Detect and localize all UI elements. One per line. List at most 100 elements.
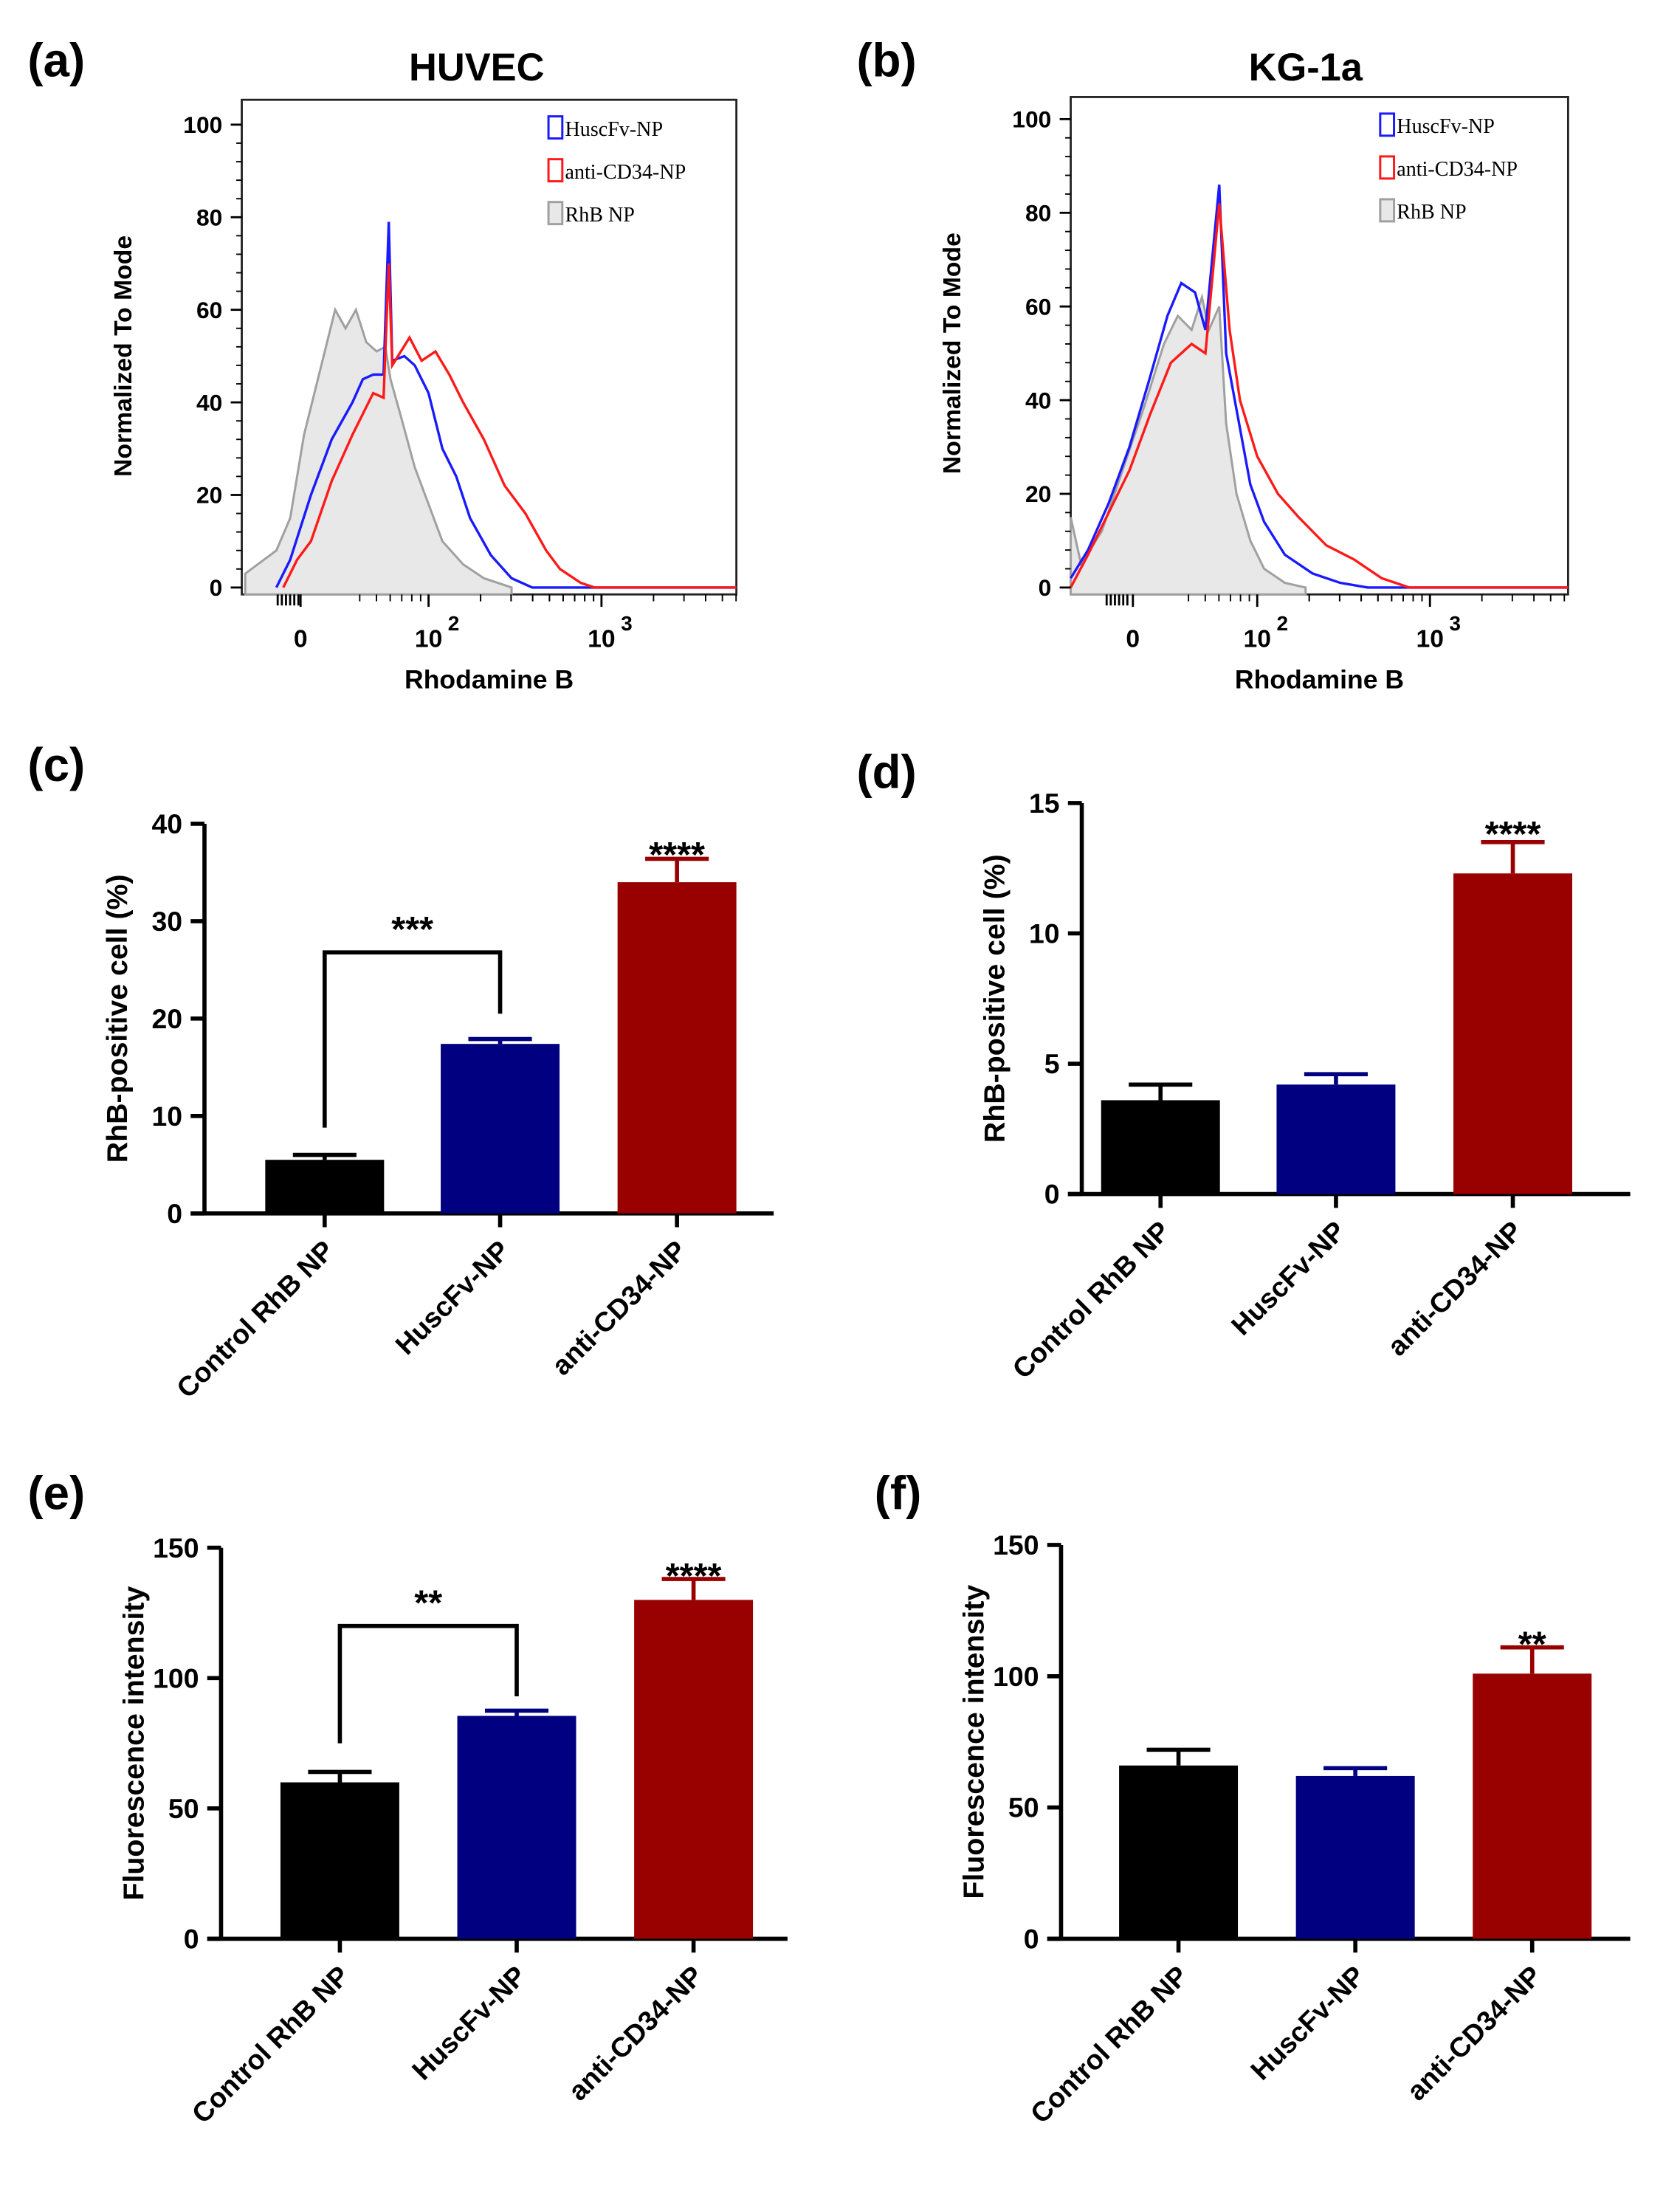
legend-label: HuscFv-NP bbox=[1397, 115, 1495, 138]
x-tick-label: HuscFv-NP bbox=[1244, 1960, 1371, 2086]
bar-control-rhb-np bbox=[265, 1160, 385, 1214]
x-tick-exponent: 3 bbox=[1449, 612, 1461, 635]
y-tick-label: 100 bbox=[153, 1662, 199, 1693]
x-tick-label: Control RhB NP bbox=[1025, 1960, 1194, 2130]
plot-frame bbox=[1070, 96, 1569, 596]
bar-control-rhb-np bbox=[1119, 1765, 1239, 1939]
significance-label: ** bbox=[1518, 1625, 1546, 1665]
y-tick-label: 10 bbox=[151, 1101, 182, 1132]
significance-bracket bbox=[323, 950, 503, 1128]
series-rhb-np bbox=[244, 306, 513, 596]
y-tick-label: 100 bbox=[183, 111, 222, 138]
bar-huscfv-np bbox=[441, 1044, 560, 1214]
x-axis-label: Rhodamine B bbox=[404, 665, 574, 695]
x-tick-label: 10 bbox=[1244, 625, 1271, 653]
panel-label-a: (a) bbox=[27, 34, 85, 86]
y-tick-label: 150 bbox=[153, 1532, 199, 1563]
x-tick-label: HuscFv-NP bbox=[1225, 1215, 1352, 1341]
legend-swatch bbox=[1379, 198, 1396, 223]
y-tick-label: 0 bbox=[210, 574, 223, 601]
significance-bracket bbox=[337, 1623, 519, 1744]
y-tick-label: 40 bbox=[1025, 387, 1051, 413]
x-tick-label: HuscFv-NP bbox=[406, 1960, 532, 2086]
y-tick-label: 40 bbox=[151, 808, 182, 839]
bar-anti-cd34-np bbox=[634, 1600, 754, 1939]
bar-huscfv-np bbox=[1276, 1084, 1396, 1194]
panel-label-c: (c) bbox=[27, 739, 85, 791]
y-tick-label: 0 bbox=[1044, 1179, 1060, 1210]
panel-label-b: (b) bbox=[856, 34, 916, 86]
y-axis-label: Fluorescence intensity bbox=[118, 1586, 151, 1901]
legend-label: anti-CD34-NP bbox=[565, 161, 686, 184]
series-huscfv-np bbox=[275, 221, 737, 589]
bar-huscfv-np bbox=[1295, 1775, 1415, 1939]
bar-anti-cd34-np bbox=[617, 882, 737, 1214]
legend-label: anti-CD34-NP bbox=[1397, 158, 1518, 181]
y-tick-label: 100 bbox=[993, 1661, 1039, 1692]
x-tick-label: anti-CD34-NP bbox=[545, 1234, 692, 1381]
y-tick-label: 30 bbox=[151, 906, 182, 937]
x-tick-label: Control RhB NP bbox=[171, 1234, 340, 1404]
y-tick-label: 150 bbox=[993, 1530, 1039, 1561]
series-anti-cd34-np bbox=[1070, 203, 1569, 589]
panel-label-f: (f) bbox=[875, 1467, 922, 1519]
y-tick-label: 0 bbox=[1039, 574, 1052, 601]
y-tick-label: 15 bbox=[1029, 788, 1060, 819]
panel-label-d: (d) bbox=[856, 746, 916, 798]
legend-swatch bbox=[547, 201, 564, 226]
x-tick-label: anti-CD34-NP bbox=[1381, 1215, 1528, 1362]
x-tick-exponent: 3 bbox=[621, 612, 633, 635]
y-tick-label: 50 bbox=[168, 1793, 199, 1824]
x-tick-label: Control RhB NP bbox=[1006, 1215, 1176, 1385]
x-tick-label: Control RhB NP bbox=[185, 1960, 355, 2130]
series-rhb-np bbox=[1070, 292, 1307, 596]
series-anti-cd34-np bbox=[282, 263, 737, 589]
legend-label: RhB NP bbox=[1397, 201, 1466, 224]
y-tick-label: 0 bbox=[167, 1198, 182, 1229]
y-axis-label: RhB-positive cell (%) bbox=[979, 854, 1011, 1143]
histogram-huvec: HUVEC 0 20 40 60 80 100 0 10 2 10 3 Rhodamine B Norma… bbox=[110, 47, 738, 695]
y-tick-label: 10 bbox=[1029, 918, 1060, 949]
x-tick-label: 0 bbox=[294, 625, 308, 653]
y-tick-label: 50 bbox=[1008, 1792, 1039, 1823]
y-tick-label: 20 bbox=[1025, 481, 1051, 507]
chart-title: HUVEC bbox=[409, 47, 544, 89]
legend-label: HuscFv-NP bbox=[565, 118, 664, 141]
legend-swatch bbox=[547, 158, 564, 183]
panel-label-e: (e) bbox=[27, 1467, 85, 1519]
y-tick-label: 40 bbox=[196, 389, 222, 416]
y-axis-label: Normalized To Mode bbox=[939, 233, 966, 474]
bar-huscfv-np bbox=[457, 1716, 576, 1939]
x-tick-label: HuscFv-NP bbox=[389, 1234, 515, 1360]
y-axis-label: Fluorescence intensity bbox=[958, 1585, 991, 1899]
series-huscfv-np bbox=[1070, 185, 1569, 589]
x-tick-label: 10 bbox=[588, 625, 615, 653]
bar-anti-cd34-np bbox=[1473, 1673, 1592, 1939]
y-tick-label: 0 bbox=[1024, 1924, 1039, 1955]
legend-swatch bbox=[547, 115, 564, 140]
y-tick-label: 20 bbox=[151, 1003, 182, 1034]
x-tick-label: anti-CD34-NP bbox=[562, 1960, 709, 2107]
x-axis-label: Rhodamine B bbox=[1235, 665, 1404, 695]
significance-label: ** bbox=[414, 1583, 442, 1623]
y-tick-label: 80 bbox=[1025, 200, 1051, 227]
x-tick-label: 0 bbox=[1126, 625, 1140, 653]
legend-swatch bbox=[1379, 112, 1396, 137]
y-tick-label: 5 bbox=[1044, 1048, 1060, 1079]
legend-swatch bbox=[1379, 155, 1396, 180]
y-tick-label: 60 bbox=[1025, 293, 1051, 320]
significance-label: **** bbox=[1485, 814, 1541, 854]
significance-label: **** bbox=[649, 835, 705, 875]
x-tick-label: 10 bbox=[415, 625, 442, 653]
x-tick-label: 10 bbox=[1416, 625, 1443, 653]
x-tick-exponent: 2 bbox=[448, 612, 460, 635]
bar-chart-d: 0 5 10 15 RhB-positive cell (%) Control RhB N… bbox=[979, 788, 1631, 1385]
y-tick-label: 80 bbox=[196, 204, 222, 231]
chart-title: KG-1a bbox=[1249, 47, 1363, 89]
significance-label: **** bbox=[666, 1556, 722, 1596]
x-tick-label: anti-CD34-NP bbox=[1401, 1960, 1548, 2107]
x-tick-exponent: 2 bbox=[1276, 612, 1288, 635]
y-tick-label: 20 bbox=[196, 482, 222, 509]
